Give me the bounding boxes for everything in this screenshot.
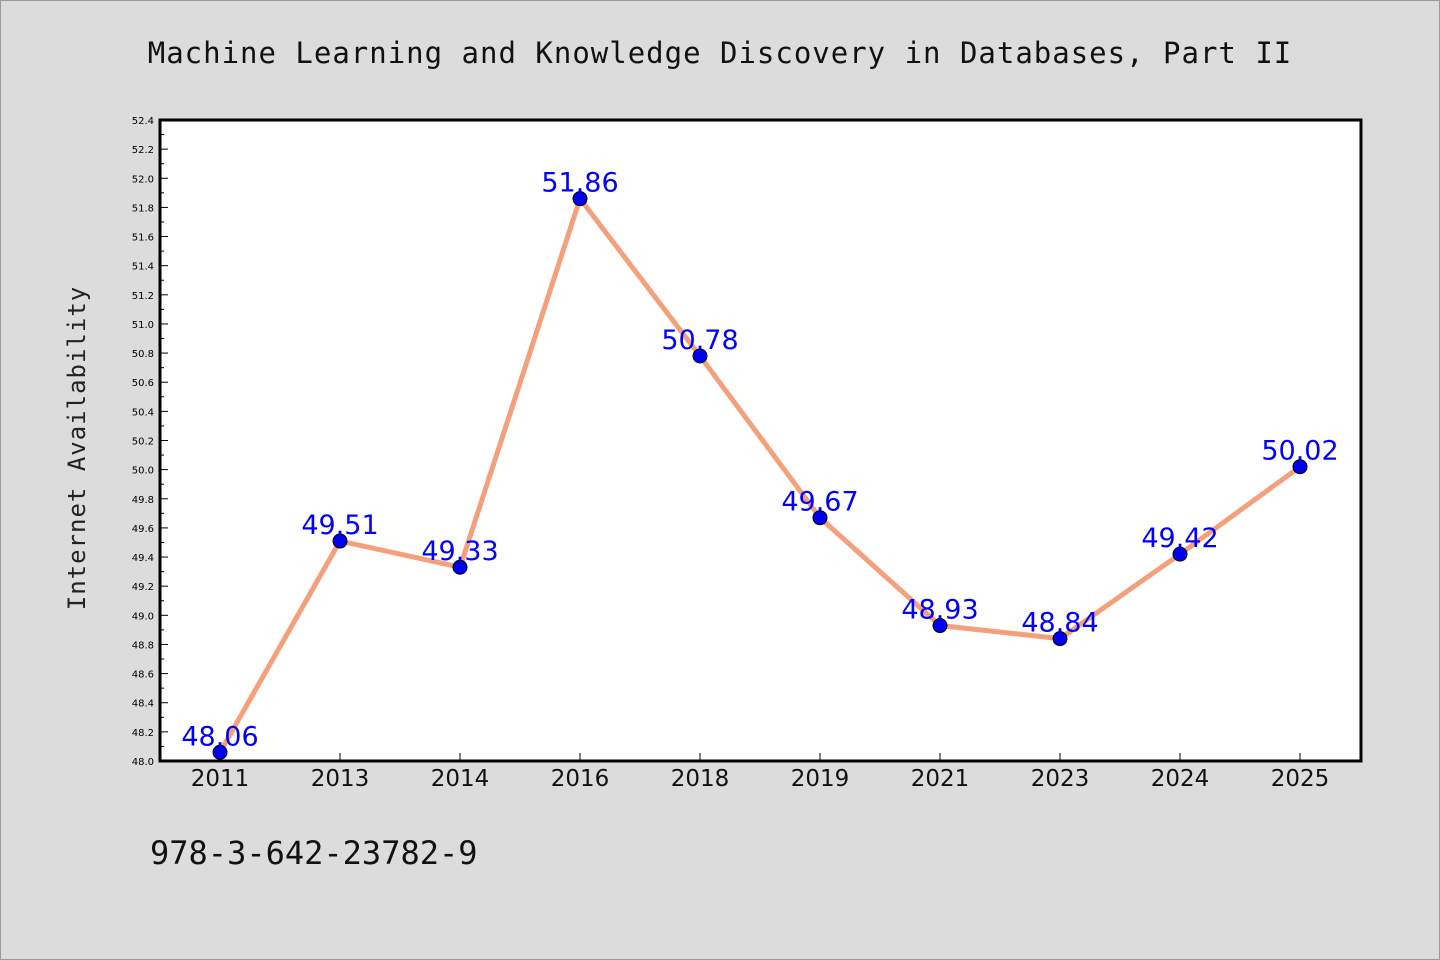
- data-label: 51.86: [541, 168, 618, 199]
- y-tick-label: 51.2: [132, 291, 154, 302]
- x-tick-label: 2024: [1151, 766, 1210, 792]
- x-tick-label: 2021: [911, 766, 970, 792]
- data-point: [812, 510, 828, 526]
- x-tick-label: 2014: [431, 766, 490, 792]
- y-tick-label: 52.0: [132, 174, 154, 185]
- data-label: 50.02: [1261, 436, 1338, 467]
- y-tick-label: 49.2: [132, 582, 154, 593]
- x-tick-label: 2011: [191, 766, 250, 792]
- y-tick-label: 50.8: [132, 349, 154, 360]
- y-tick-label: 48.2: [132, 728, 154, 739]
- data-point: [212, 744, 228, 760]
- y-tick-label: 49.0: [132, 611, 154, 622]
- y-tick-label: 51.8: [132, 203, 154, 214]
- x-tick-label: 2013: [311, 766, 370, 792]
- y-tick-label: 50.0: [132, 466, 154, 477]
- data-label: 48.93: [901, 595, 978, 626]
- series-markers: [212, 191, 1308, 760]
- chart-title: Machine Learning and Knowledge Discovery…: [148, 36, 1293, 70]
- data-label: 49.67: [781, 487, 858, 518]
- y-tick-label: 48.0: [132, 757, 154, 768]
- y-tick-label: 48.6: [132, 670, 154, 681]
- x-tick-label: 2019: [791, 766, 850, 792]
- y-tick-label: 48.8: [132, 640, 154, 651]
- data-label: 48.84: [1021, 608, 1098, 639]
- data-label: 50.78: [661, 325, 738, 356]
- data-label: 49.51: [301, 510, 378, 541]
- data-point: [452, 559, 468, 575]
- y-tick-label: 49.4: [132, 553, 154, 564]
- data-label: 49.33: [421, 536, 498, 567]
- data-point: [692, 348, 708, 364]
- y-tick-label: 51.4: [132, 262, 154, 273]
- data-labels: 48.06 49.51 49.33 51.86 50.78 49.67 48.93 48.84…: [181, 168, 1338, 753]
- data-label: 48.06: [181, 721, 258, 752]
- data-label: 49.42: [1141, 523, 1218, 554]
- y-tick-label: 51.6: [132, 233, 154, 244]
- isbn-text: 978-3-642-23782-9: [150, 834, 478, 872]
- y-tick-label: 49.6: [132, 524, 154, 535]
- x-tick-label: 2025: [1271, 766, 1330, 792]
- data-point: [1172, 546, 1188, 562]
- x-axis: 2011 2013 2014 2016 2018 2019 2021 2023 2024 2025: [191, 753, 1330, 792]
- y-axis-label: Internet Availability: [63, 286, 91, 610]
- y-tick-label: 50.4: [132, 407, 154, 418]
- x-tick-label: 2018: [671, 766, 730, 792]
- y-axis: 48.0 48.2 48.4 48.6 48.8 49.0 49.2 49.4 49.6 49.8…: [132, 116, 168, 768]
- y-tick-label: 51.0: [132, 320, 154, 331]
- data-point: [932, 618, 948, 634]
- data-point: [332, 533, 348, 549]
- y-tick-label: 50.2: [132, 437, 154, 448]
- y-tick-label: 48.4: [132, 699, 154, 710]
- y-tick-label: 52.2: [132, 145, 154, 156]
- y-tick-label: 50.6: [132, 378, 154, 389]
- x-tick-label: 2016: [551, 766, 610, 792]
- y-tick-label: 52.4: [132, 116, 154, 127]
- x-tick-label: 2023: [1031, 766, 1090, 792]
- data-point: [572, 191, 588, 207]
- data-point: [1292, 459, 1308, 475]
- data-point: [1052, 631, 1068, 647]
- y-tick-label: 49.8: [132, 495, 154, 506]
- series-line: [217, 196, 1303, 755]
